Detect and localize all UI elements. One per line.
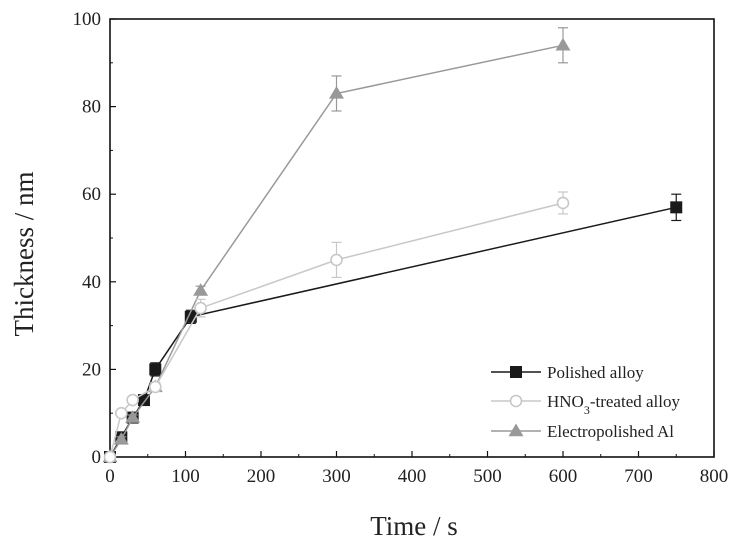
x-tick-label: 100 [171,466,200,487]
data-point [126,393,139,407]
x-tick-label: 400 [398,466,427,487]
data-point [115,406,128,420]
legend-item: Electropolished Al [491,422,674,441]
legend-marker [510,366,522,378]
legend-label: Electropolished Al [547,422,674,441]
legend-marker [508,423,524,437]
legend-item: HNO3-treated alloy [491,392,680,417]
data-point [149,380,162,394]
legend: Polished alloy HNO3-treated alloy Electrop… [491,363,680,441]
data-point [103,450,117,464]
legend-item: Polished alloy [491,363,644,382]
x-tick-label: 600 [549,466,578,487]
x-tick-label: 300 [322,466,351,487]
axis-ticks: 0 100 200 300 400 500 600 700 800 0 20 40 60 80 100 [73,9,729,487]
y-tick-label: 20 [82,359,101,380]
x-tick-label: 800 [700,466,729,487]
data-point [329,85,344,99]
series-2 [103,191,570,464]
data-point [194,301,207,315]
x-tick-label: 0 [105,466,115,487]
data-point [556,196,570,210]
y-tick-label: 100 [73,9,102,30]
data-point [193,283,209,296]
x-tick-label: 200 [247,466,276,487]
y-tick-label: 0 [92,447,102,468]
y-tick-label: 60 [82,184,101,205]
x-tick-label: 700 [624,466,653,487]
data-point [149,363,162,376]
series-line [109,202,564,458]
y-tick-label: 40 [82,272,101,293]
series-line [109,206,677,458]
data-point [555,37,571,51]
legend-label: Polished alloy [547,363,644,382]
x-axis-title: Time / s [370,511,458,541]
y-axis-title: Thickness / nm [9,172,39,337]
legend-label: HNO3-treated alloy [547,392,680,417]
data-point [330,253,343,267]
y-tick-label: 80 [82,97,101,118]
x-tick-label: 500 [473,466,502,487]
data-point [113,432,129,445]
data-point [125,410,141,423]
legend-marker [509,394,523,408]
series-group [102,27,683,464]
data-point [670,201,683,214]
